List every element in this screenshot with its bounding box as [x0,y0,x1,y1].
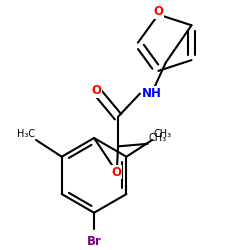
Text: Br: Br [87,235,102,248]
Text: H₃C: H₃C [16,129,35,139]
Text: CH₃: CH₃ [154,129,172,139]
Text: O: O [153,6,163,18]
Text: NH: NH [142,87,162,100]
Text: O: O [91,84,101,98]
Text: O: O [112,166,122,179]
Text: CH₃: CH₃ [149,132,167,142]
